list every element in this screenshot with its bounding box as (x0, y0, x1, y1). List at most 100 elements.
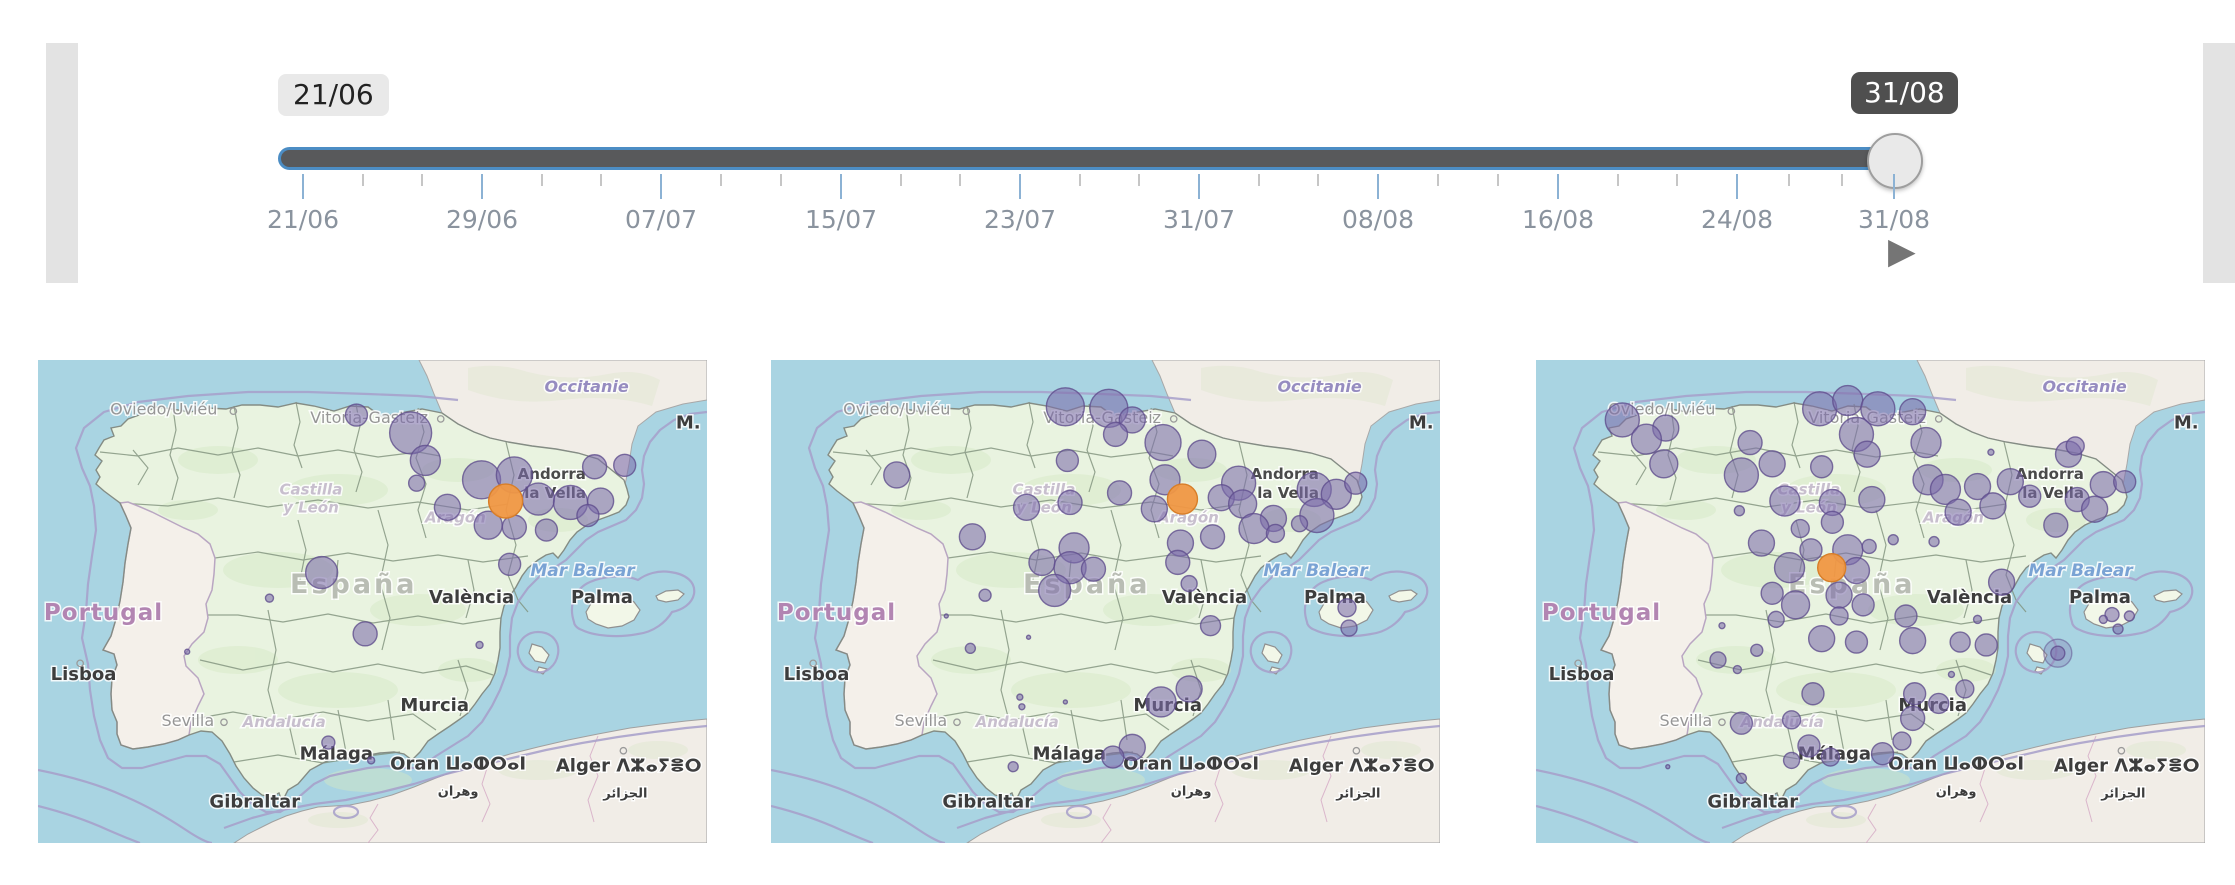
bubble-marker[interactable] (1820, 510, 1845, 534)
bubble-marker[interactable] (1899, 705, 1926, 732)
bubble-marker[interactable] (1028, 548, 1056, 577)
slider-handle[interactable] (1867, 133, 1923, 189)
bubble-marker[interactable] (1012, 493, 1041, 522)
bubble-marker[interactable] (1057, 489, 1083, 516)
bubble-marker[interactable] (1729, 711, 1754, 735)
bubble-marker[interactable] (1944, 498, 1972, 526)
bubble-marker[interactable] (1797, 734, 1821, 758)
bubble-marker[interactable] (1807, 624, 1836, 653)
bubble-marker[interactable] (1844, 630, 1869, 654)
bubble-marker[interactable] (366, 756, 376, 765)
bubble-marker[interactable] (1062, 699, 1069, 705)
bubble-marker[interactable] (304, 555, 339, 590)
bubble-marker[interactable] (1747, 529, 1776, 557)
bubble-marker[interactable] (1910, 426, 1942, 459)
bubble-marker[interactable] (1106, 480, 1133, 506)
bubble-marker[interactable] (576, 503, 600, 528)
bubble-marker[interactable] (1265, 523, 1286, 544)
bubble-marker[interactable] (2112, 623, 2124, 635)
bubble-marker[interactable] (1767, 610, 1785, 629)
bubble-marker[interactable] (1781, 710, 1802, 730)
bubble-marker[interactable] (1187, 439, 1217, 469)
bubble-marker[interactable] (1760, 581, 1784, 605)
bubble-marker[interactable] (1337, 598, 1357, 618)
bubble-marker[interactable] (2043, 512, 2069, 538)
bubble-marker[interactable] (1898, 397, 1927, 426)
bubble-marker[interactable] (1825, 581, 1853, 609)
spain-basemap[interactable]: Oviedo/UviéuVitoria-GasteizOccitanieM.Ca… (771, 360, 1440, 843)
bubble-marker[interactable] (1929, 473, 1962, 506)
bubble-marker[interactable] (1007, 760, 1019, 773)
bubble-marker[interactable] (1709, 651, 1727, 669)
bubble-marker[interactable] (1987, 448, 1995, 456)
bubble-marker[interactable] (2065, 436, 2085, 456)
bubble-marker[interactable] (1769, 485, 1801, 517)
bubble-marker[interactable] (1894, 604, 1918, 628)
bubble-marker[interactable] (1320, 478, 1353, 510)
bubble-marker[interactable] (475, 640, 484, 650)
bubble-marker[interactable] (2098, 614, 2109, 625)
bubble-marker[interactable] (409, 444, 442, 477)
bubble-marker[interactable] (1851, 593, 1875, 617)
bubble-marker[interactable] (1820, 747, 1841, 767)
bubble-marker[interactable] (1144, 423, 1182, 462)
bubble-marker[interactable] (1963, 472, 1992, 501)
bubble-marker[interactable] (2123, 610, 2136, 622)
spain-basemap[interactable]: Oviedo/UviéuVitoria-GasteizOccitanieM.Ca… (1536, 360, 2205, 843)
selected-bubble-marker[interactable] (1816, 552, 1847, 583)
bubble-marker[interactable] (1732, 664, 1743, 675)
bubble-marker[interactable] (1832, 384, 1864, 417)
bubble-marker[interactable] (2080, 495, 2109, 523)
bubble-marker[interactable] (407, 474, 426, 492)
bubble-marker[interactable] (1604, 402, 1641, 438)
bubble-marker[interactable] (1290, 515, 1309, 533)
bubble-marker[interactable] (1037, 573, 1072, 608)
bubble-marker[interactable] (964, 642, 977, 655)
bubble-marker[interactable] (1018, 703, 1026, 711)
bubble-marker[interactable] (1898, 626, 1927, 655)
bubble-marker[interactable] (264, 593, 275, 603)
bubble-marker[interactable] (1861, 538, 1877, 555)
bubble-marker[interactable] (1902, 682, 1927, 706)
bubble-marker[interactable] (2113, 470, 2137, 494)
selected-bubble-marker[interactable] (1166, 483, 1199, 515)
bubble-marker[interactable] (1987, 568, 2016, 596)
bubble-marker[interactable] (1829, 606, 1849, 626)
bubble-marker[interactable] (1790, 518, 1810, 539)
bubble-marker[interactable] (1801, 391, 1838, 427)
bubble-marker[interactable] (1870, 741, 1895, 766)
bubble-marker[interactable] (321, 735, 336, 750)
bubble-marker[interactable] (1630, 423, 1663, 455)
bubble-marker[interactable] (1801, 682, 1825, 706)
bubble-marker[interactable] (1809, 455, 1834, 479)
bubble-marker[interactable] (534, 518, 559, 542)
bubble-map-3[interactable]: Oviedo/UviéuVitoria-GasteizOccitanieM.Ca… (1536, 360, 2205, 843)
bubble-marker[interactable] (883, 461, 911, 489)
bubble-marker[interactable] (1102, 421, 1129, 448)
bubble-marker[interactable] (1773, 551, 1806, 584)
bubble-marker[interactable] (1972, 614, 1983, 625)
bubble-marker[interactable] (1947, 670, 1956, 679)
bubble-marker[interactable] (1782, 751, 1801, 770)
bubble-marker[interactable] (1853, 440, 1881, 468)
bubble-marker[interactable] (1780, 590, 1811, 620)
slider-track[interactable] (278, 147, 1918, 170)
bubble-marker[interactable] (2104, 606, 2120, 623)
scroll-rail-right[interactable] (2203, 43, 2235, 283)
bubble-marker[interactable] (1892, 731, 1912, 751)
bubble-marker[interactable] (1735, 772, 1748, 784)
bubble-marker[interactable] (1887, 533, 1899, 546)
bubble-marker[interactable] (433, 493, 462, 522)
bubble-map-2[interactable]: Oviedo/UviéuVitoria-GasteizOccitanieM.Ca… (771, 360, 1440, 843)
bubble-marker[interactable] (1238, 512, 1270, 545)
bubble-marker[interactable] (2050, 645, 2066, 661)
bubble-marker[interactable] (2018, 484, 2042, 508)
bubble-marker[interactable] (958, 523, 987, 551)
bubble-marker[interactable] (388, 411, 433, 455)
bubble-marker[interactable] (1928, 692, 1950, 715)
bubble-marker[interactable] (1996, 468, 2025, 496)
play-button[interactable]: ▶ (1888, 230, 1928, 272)
bubble-marker[interactable] (183, 648, 191, 655)
bubble-marker[interactable] (1016, 693, 1024, 701)
bubble-marker[interactable] (497, 552, 522, 577)
